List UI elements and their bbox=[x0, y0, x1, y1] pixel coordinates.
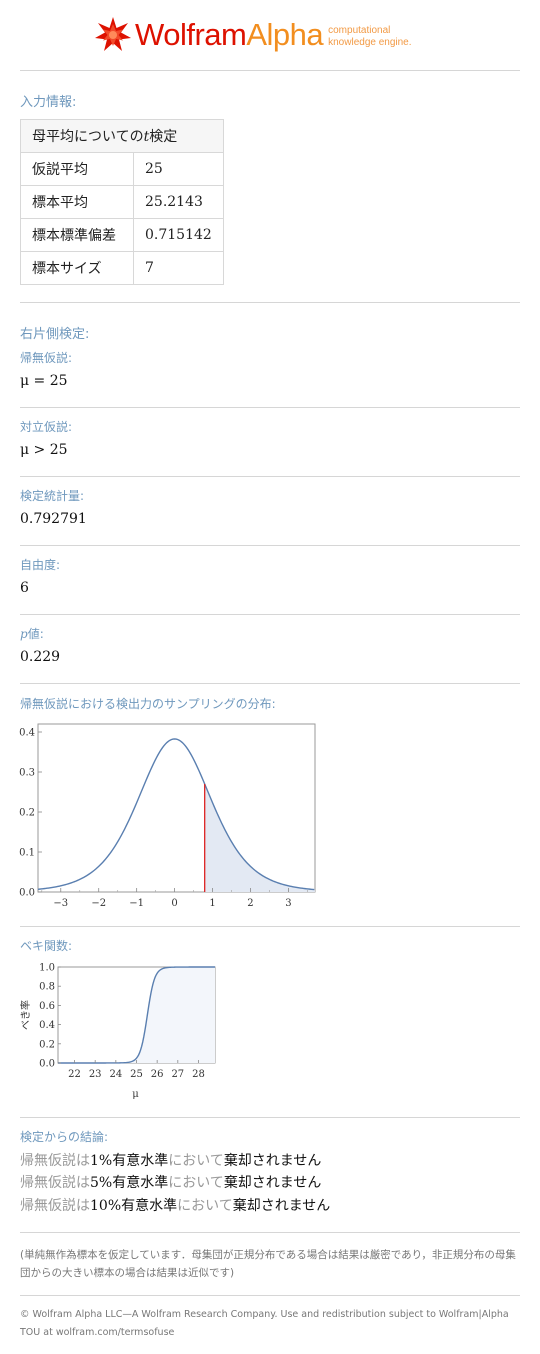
logo-wordmark: WolframAlpha bbox=[135, 17, 324, 52]
test-pod-title: 右片側検定: bbox=[20, 327, 90, 342]
power-curve bbox=[58, 966, 215, 1064]
x-tick-label: 26 bbox=[151, 1069, 164, 1080]
y-tick-label: 0.2 bbox=[19, 808, 35, 819]
input-pod-title: 入力情報: bbox=[20, 95, 77, 110]
y-tick-label: 0.3 bbox=[19, 768, 35, 779]
p-value-value: 0.229 bbox=[20, 649, 61, 665]
test-statistic-value: 0.792791 bbox=[20, 511, 87, 527]
divider bbox=[20, 476, 520, 477]
y-tick-label: 1.0 bbox=[39, 963, 55, 974]
assumption-note: (単純無作為標本を仮定しています．母集団が正規分布である場合は結果は厳密であり，… bbox=[20, 1249, 516, 1279]
y-tick-label: 0.2 bbox=[39, 1039, 55, 1050]
divider bbox=[20, 1117, 520, 1118]
table-row: 標本サイズ 7 bbox=[20, 251, 224, 285]
x-tick-label: 28 bbox=[192, 1069, 205, 1080]
row-label: 標本平均 bbox=[20, 185, 134, 219]
sampling-distribution-title: 帰無仮説における検出力のサンプリングの分布: bbox=[20, 697, 276, 711]
divider bbox=[20, 926, 520, 927]
row-value: 25.2143 bbox=[133, 185, 224, 219]
divider bbox=[20, 70, 520, 71]
divider bbox=[20, 545, 520, 546]
power-area bbox=[58, 967, 215, 1063]
degrees-of-freedom-label: 自由度: bbox=[20, 558, 61, 572]
footer-copyright[interactable]: © Wolfram Alpha LLC—A Wolfram Research C… bbox=[20, 1309, 509, 1338]
table-row: 仮説平均 25 bbox=[20, 152, 224, 186]
x-tick-label: 2 bbox=[247, 898, 253, 909]
x-tick-label: 3 bbox=[285, 898, 291, 909]
conclusion-line-3: 帰無仮説は10%有意水準において棄却されません bbox=[20, 1198, 331, 1214]
logo-tagline: computational knowledge engine. bbox=[328, 25, 412, 48]
conclusion-line-1: 帰無仮説は1%有意水準において棄却されません bbox=[20, 1153, 322, 1169]
divider bbox=[20, 407, 520, 408]
plot-frame bbox=[37, 723, 316, 893]
x-tick-label: 24 bbox=[109, 1069, 122, 1080]
alt-hypothesis-value: μ > 25 bbox=[20, 442, 68, 458]
table-row: 標本平均 25.2143 bbox=[20, 185, 224, 219]
divider bbox=[20, 1295, 520, 1296]
conclusion-line-2: 帰無仮説は5%有意水準において棄却されません bbox=[20, 1175, 322, 1191]
x-axis-label: μ bbox=[132, 1089, 139, 1100]
y-tick-label: 0.6 bbox=[39, 1001, 55, 1012]
power-function-title: ベキ関数: bbox=[20, 939, 73, 953]
x-tick-label: 23 bbox=[89, 1069, 102, 1080]
input-table-header-row: 母平均についてのt検定 bbox=[20, 119, 224, 153]
row-label: 標本サイズ bbox=[20, 251, 134, 285]
x-tick-label: −1 bbox=[129, 898, 144, 909]
y-tick-label: 0.4 bbox=[39, 1020, 55, 1031]
divider bbox=[20, 1232, 520, 1233]
x-tick-label: 25 bbox=[130, 1069, 143, 1080]
spikey-logo-icon bbox=[95, 17, 131, 51]
test-statistic-label: 検定統計量: bbox=[20, 489, 85, 503]
divider bbox=[20, 302, 520, 303]
conclusion-title: 検定からの結論: bbox=[20, 1130, 109, 1144]
p-value-label: p値: bbox=[20, 627, 44, 641]
null-hypothesis-label: 帰無仮説: bbox=[20, 351, 73, 365]
header: WolframAlpha computational knowledge eng… bbox=[0, 0, 540, 70]
x-tick-label: 22 bbox=[68, 1069, 81, 1080]
x-tick-label: 27 bbox=[171, 1069, 184, 1080]
divider bbox=[20, 683, 520, 684]
x-tick-label: 0 bbox=[171, 898, 177, 909]
divider bbox=[20, 614, 520, 615]
alt-hypothesis-label: 対立仮説: bbox=[20, 420, 73, 434]
null-hypothesis-value: μ = 25 bbox=[20, 373, 68, 389]
y-tick-label: 0.1 bbox=[19, 848, 35, 859]
row-value: 7 bbox=[133, 251, 224, 285]
input-table: 母平均についてのt検定 仮説平均 25 標本平均 25.2143 標本標準偏差 … bbox=[20, 119, 224, 285]
y-tick-label: 0.4 bbox=[19, 728, 35, 739]
wolfram-alpha-logo[interactable]: WolframAlpha computational knowledge eng… bbox=[95, 14, 412, 56]
y-tick-label: 0.0 bbox=[19, 888, 35, 899]
input-table-header: 母平均についてのt検定 bbox=[20, 119, 224, 153]
row-label: 仮説平均 bbox=[20, 152, 134, 186]
power-function-chart: 22 23 24 25 26 27 28 0.0 0.2 0.4 0.6 0.8 1.0 μ べき率 bbox=[19, 963, 216, 1100]
row-value: 0.715142 bbox=[133, 218, 224, 252]
y-tick-label: 0.8 bbox=[39, 982, 55, 993]
x-tick-label: −2 bbox=[91, 898, 106, 909]
shaded-tail-area bbox=[204, 783, 315, 892]
x-tick-label: 1 bbox=[209, 898, 215, 909]
y-axis-label: べき率 bbox=[19, 1000, 32, 1030]
row-label: 標本標準偏差 bbox=[20, 218, 134, 252]
density-curve bbox=[37, 738, 315, 891]
sampling-distribution-chart: −3 −2 −1 0 1 2 3 0.0 0.1 0.2 0.3 0.4 bbox=[19, 723, 316, 909]
row-value: 25 bbox=[133, 152, 224, 186]
table-row: 標本標準偏差 0.715142 bbox=[20, 218, 224, 252]
x-tick-label: −3 bbox=[53, 898, 68, 909]
y-tick-label: 0.0 bbox=[39, 1059, 55, 1070]
degrees-of-freedom-value: 6 bbox=[20, 580, 29, 596]
